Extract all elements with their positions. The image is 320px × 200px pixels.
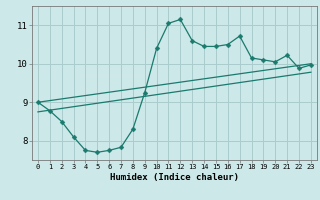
X-axis label: Humidex (Indice chaleur): Humidex (Indice chaleur)	[110, 173, 239, 182]
